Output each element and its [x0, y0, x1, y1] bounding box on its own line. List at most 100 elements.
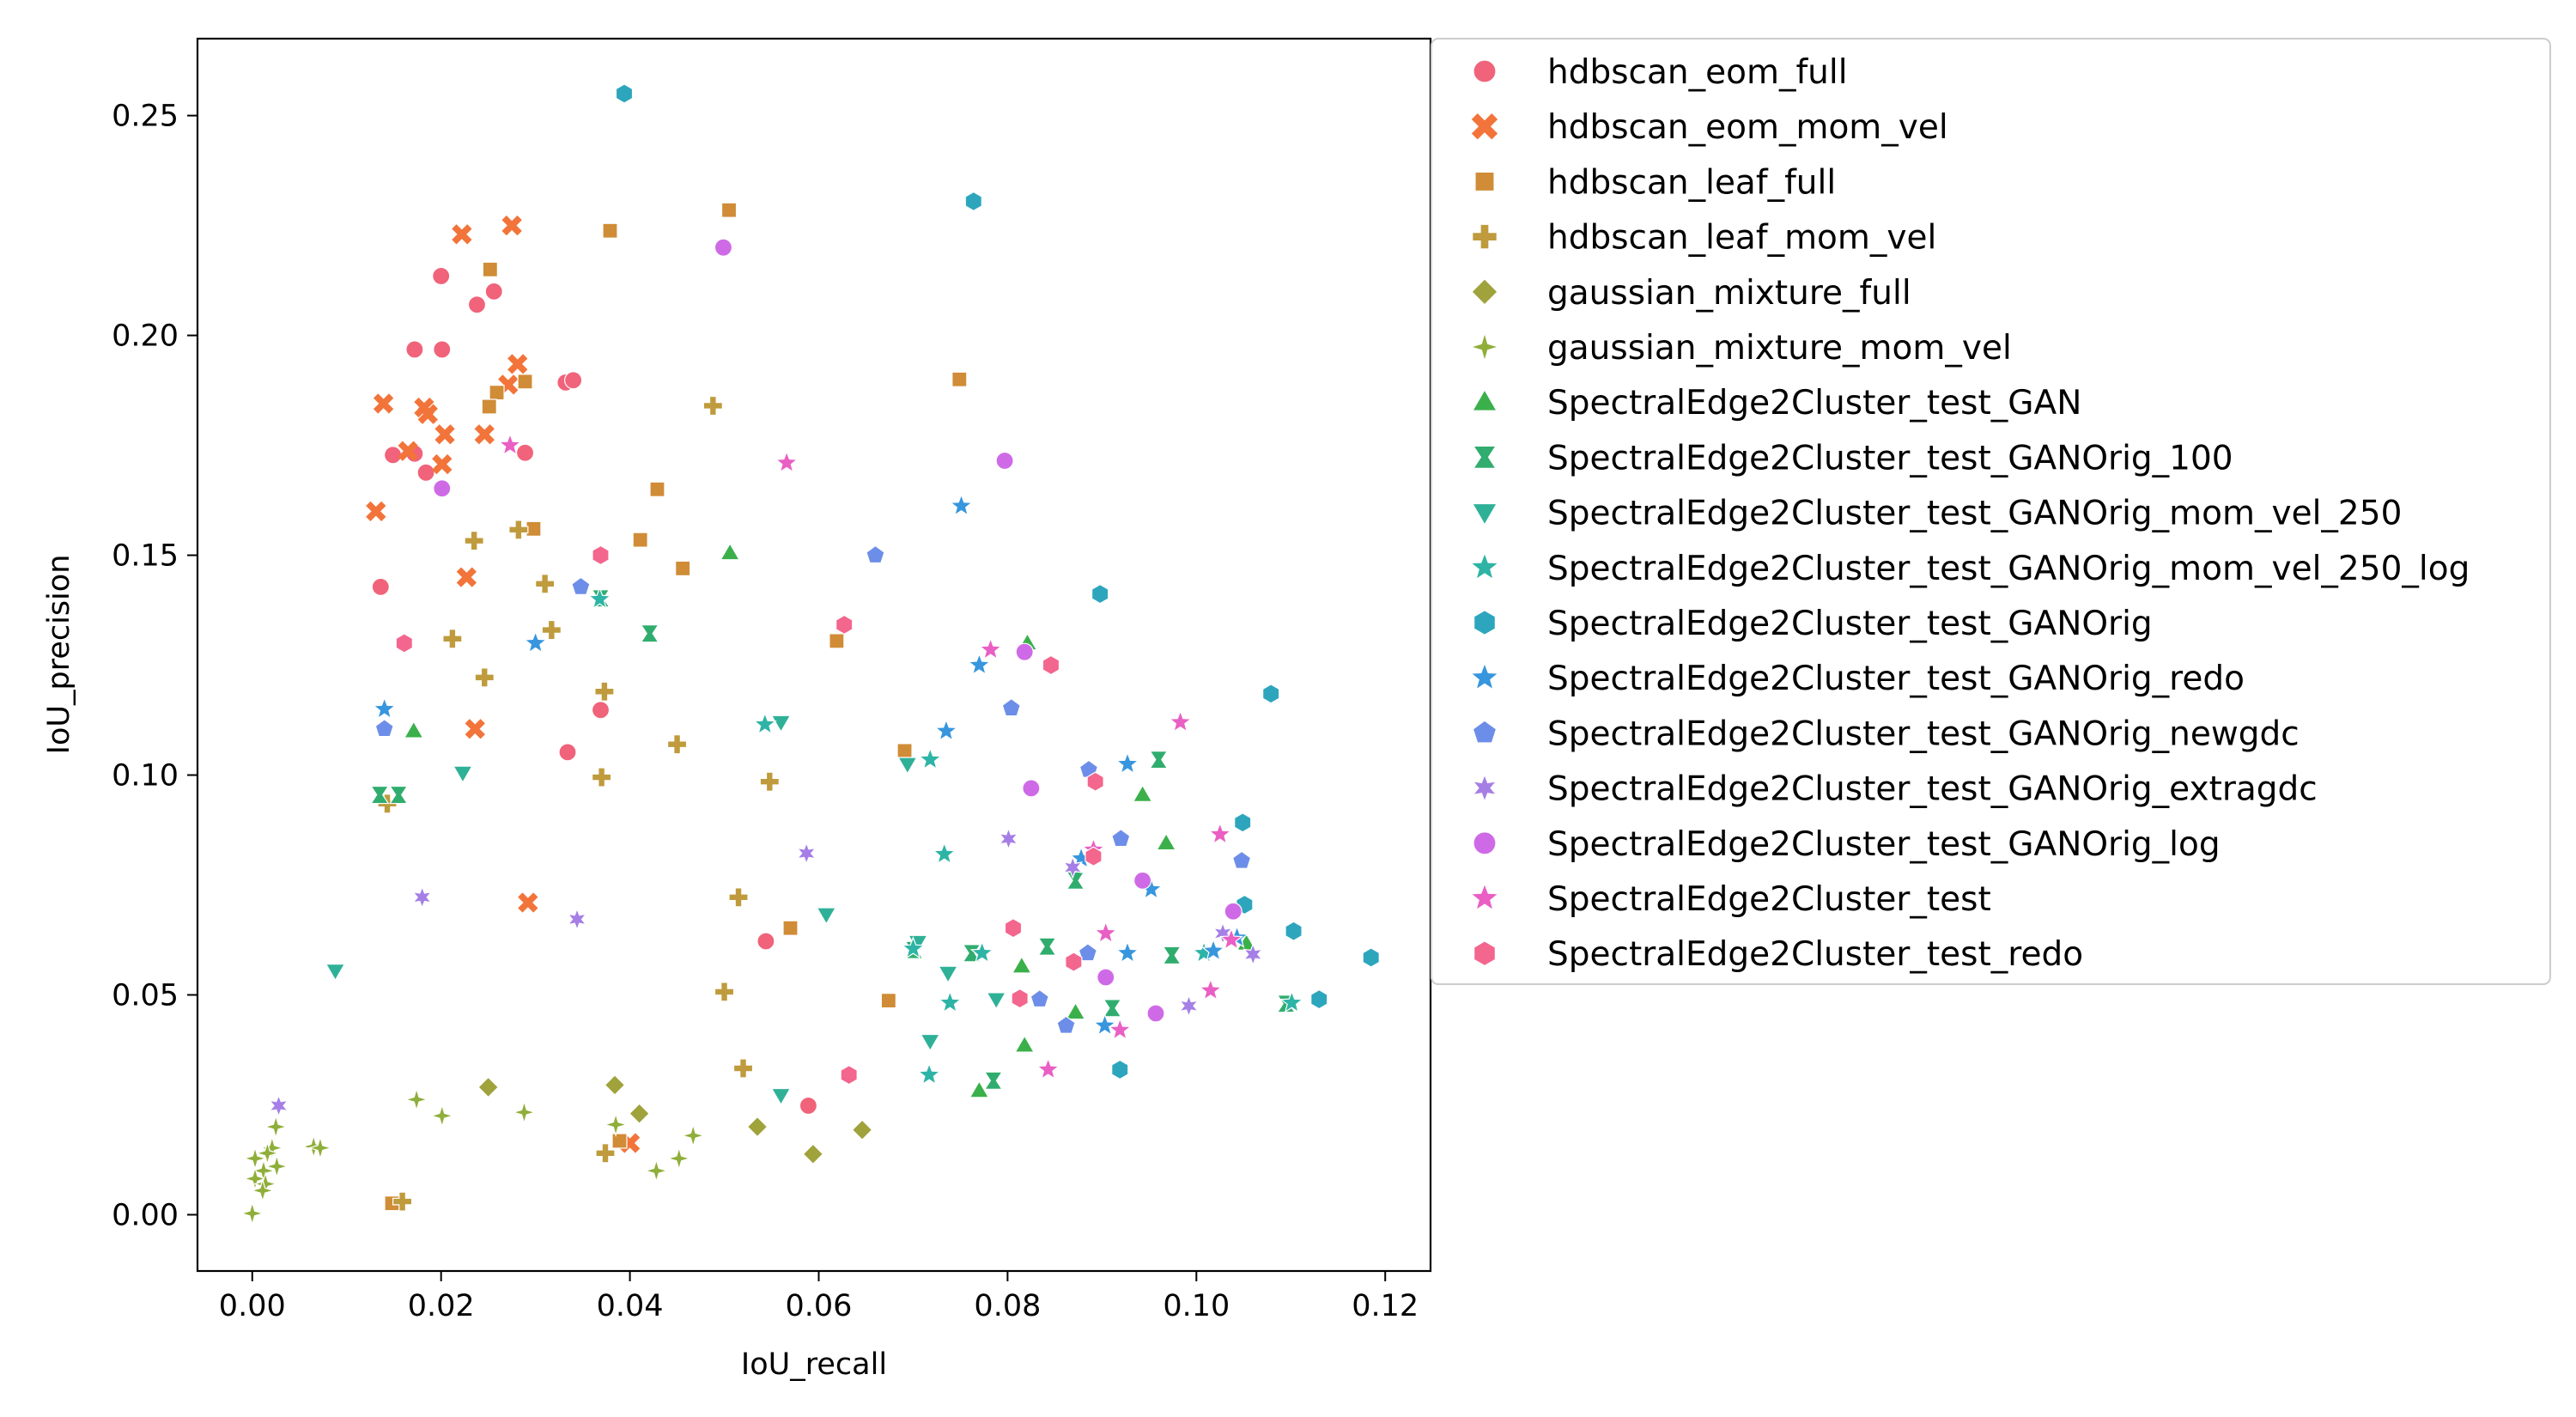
data-point	[880, 993, 896, 1009]
data-point	[640, 624, 659, 643]
data-point	[1086, 771, 1104, 792]
legend-frame	[1431, 38, 2551, 985]
data-point	[373, 393, 394, 414]
legend-item: SpectralEdge2Cluster_test_GANOrig_mom_ve…	[1471, 495, 2402, 533]
data-point	[714, 982, 735, 1002]
data-point	[395, 633, 413, 654]
data-point	[1111, 1059, 1129, 1080]
series-2-points	[366, 215, 641, 1153]
data-point	[1037, 937, 1057, 956]
y-axis-label: IoU_precision	[42, 555, 76, 755]
data-point	[403, 721, 424, 739]
data-point	[595, 1143, 616, 1164]
data-point	[962, 944, 981, 963]
data-point	[1066, 871, 1085, 890]
data-point	[969, 940, 994, 964]
data-point	[523, 630, 548, 654]
data-point	[1133, 871, 1152, 890]
data-point	[1362, 947, 1380, 968]
data-point	[1207, 821, 1232, 845]
data-point	[759, 771, 780, 792]
legend-marker	[1471, 502, 1498, 526]
data-point	[429, 1103, 455, 1128]
data-point	[649, 481, 665, 497]
data-point	[969, 1079, 990, 1098]
legend-label: SpectralEdge2Cluster_test_GANOrig_newgdc	[1547, 715, 2300, 753]
data-point	[1001, 697, 1021, 717]
data-point	[840, 1064, 858, 1086]
y-tick-label: 0.10	[112, 759, 179, 794]
data-point	[629, 1103, 650, 1125]
data-point	[515, 443, 535, 462]
axes-frame	[196, 37, 1432, 1273]
data-point	[1111, 829, 1131, 848]
legend-label: hdbscan_leaf_full	[1547, 163, 1836, 202]
data-point	[434, 424, 455, 445]
legend-marker	[1474, 171, 1495, 192]
data-point	[1036, 1056, 1060, 1080]
data-point	[452, 224, 472, 245]
legend-label: hdbscan_leaf_mom_vel	[1547, 219, 1936, 258]
legend-label: SpectralEdge2Cluster_test	[1547, 880, 1991, 919]
data-point	[1132, 784, 1153, 802]
legend-marker	[1469, 661, 1500, 691]
series-5-points	[477, 1074, 873, 1165]
x-tick-label: 0.04	[597, 1289, 664, 1323]
x-tick-label: 0.02	[408, 1289, 475, 1323]
data-point	[1084, 846, 1103, 867]
data-point	[829, 633, 845, 649]
data-point	[680, 1122, 706, 1148]
data-point	[951, 371, 968, 387]
data-point	[526, 520, 542, 537]
x-tick-label: 0.12	[1352, 1289, 1419, 1323]
legend-marker	[1469, 551, 1500, 581]
legend-item: SpectralEdge2Cluster_test_GANOrig_newgdc	[1472, 715, 2300, 753]
data-point	[482, 261, 498, 277]
data-point	[1022, 779, 1041, 798]
legend-label: SpectralEdge2Cluster_test_GANOrig_mom_ve…	[1547, 495, 2402, 533]
data-point	[775, 450, 799, 473]
data-point	[1162, 946, 1182, 965]
legend-marker	[1472, 720, 1498, 744]
legend-label: SpectralEdge2Cluster_test_redo	[1547, 935, 2083, 974]
data-point	[558, 743, 577, 762]
data-points	[240, 83, 1380, 1226]
data-point	[1093, 921, 1118, 944]
data-point	[932, 841, 957, 865]
legend-item: hdbscan_eom_mom_vel	[1471, 108, 1948, 147]
data-point	[615, 83, 634, 104]
data-point	[938, 965, 958, 984]
data-point	[1149, 751, 1169, 769]
data-point	[477, 1076, 500, 1098]
data-point	[374, 719, 394, 738]
legend-marker	[1473, 940, 1496, 967]
data-point	[720, 202, 738, 218]
x-tick-label: 0.00	[219, 1289, 286, 1323]
x-axis-ticks: 0.00 0.02 0.04 0.06 0.08 0.10 0.12	[219, 1271, 1419, 1323]
data-point	[591, 701, 611, 720]
data-point	[978, 636, 1003, 660]
data-point	[587, 587, 612, 610]
legend-label: SpectralEdge2Cluster_test_GAN	[1547, 384, 2081, 423]
legend-item: SpectralEdge2Cluster_test_GANOrig_redo	[1469, 660, 2245, 698]
data-point	[1103, 999, 1122, 1018]
data-point	[1030, 988, 1049, 1008]
data-point	[732, 1058, 754, 1079]
data-point	[325, 963, 346, 982]
data-point	[481, 398, 497, 415]
data-point	[489, 385, 505, 401]
legend-marker	[1472, 445, 1498, 470]
legend-label: gaussian_mixture_mom_vel	[1547, 329, 2012, 368]
legend-marker	[1473, 610, 1496, 636]
series-14-points	[268, 827, 1264, 1118]
legend-marker	[1471, 278, 1498, 306]
legend-label: hdbscan_eom_mom_vel	[1547, 108, 1948, 147]
data-point	[1011, 988, 1029, 1009]
data-point	[366, 501, 386, 521]
x-tick-label: 0.08	[974, 1289, 1041, 1323]
data-point	[517, 374, 533, 390]
legend: hdbscan_eom_full hdbscan_eom_mom_velhdbsc…	[1431, 38, 2551, 985]
data-point	[799, 1096, 818, 1116]
data-point	[1242, 942, 1264, 967]
data-point	[802, 1143, 824, 1165]
